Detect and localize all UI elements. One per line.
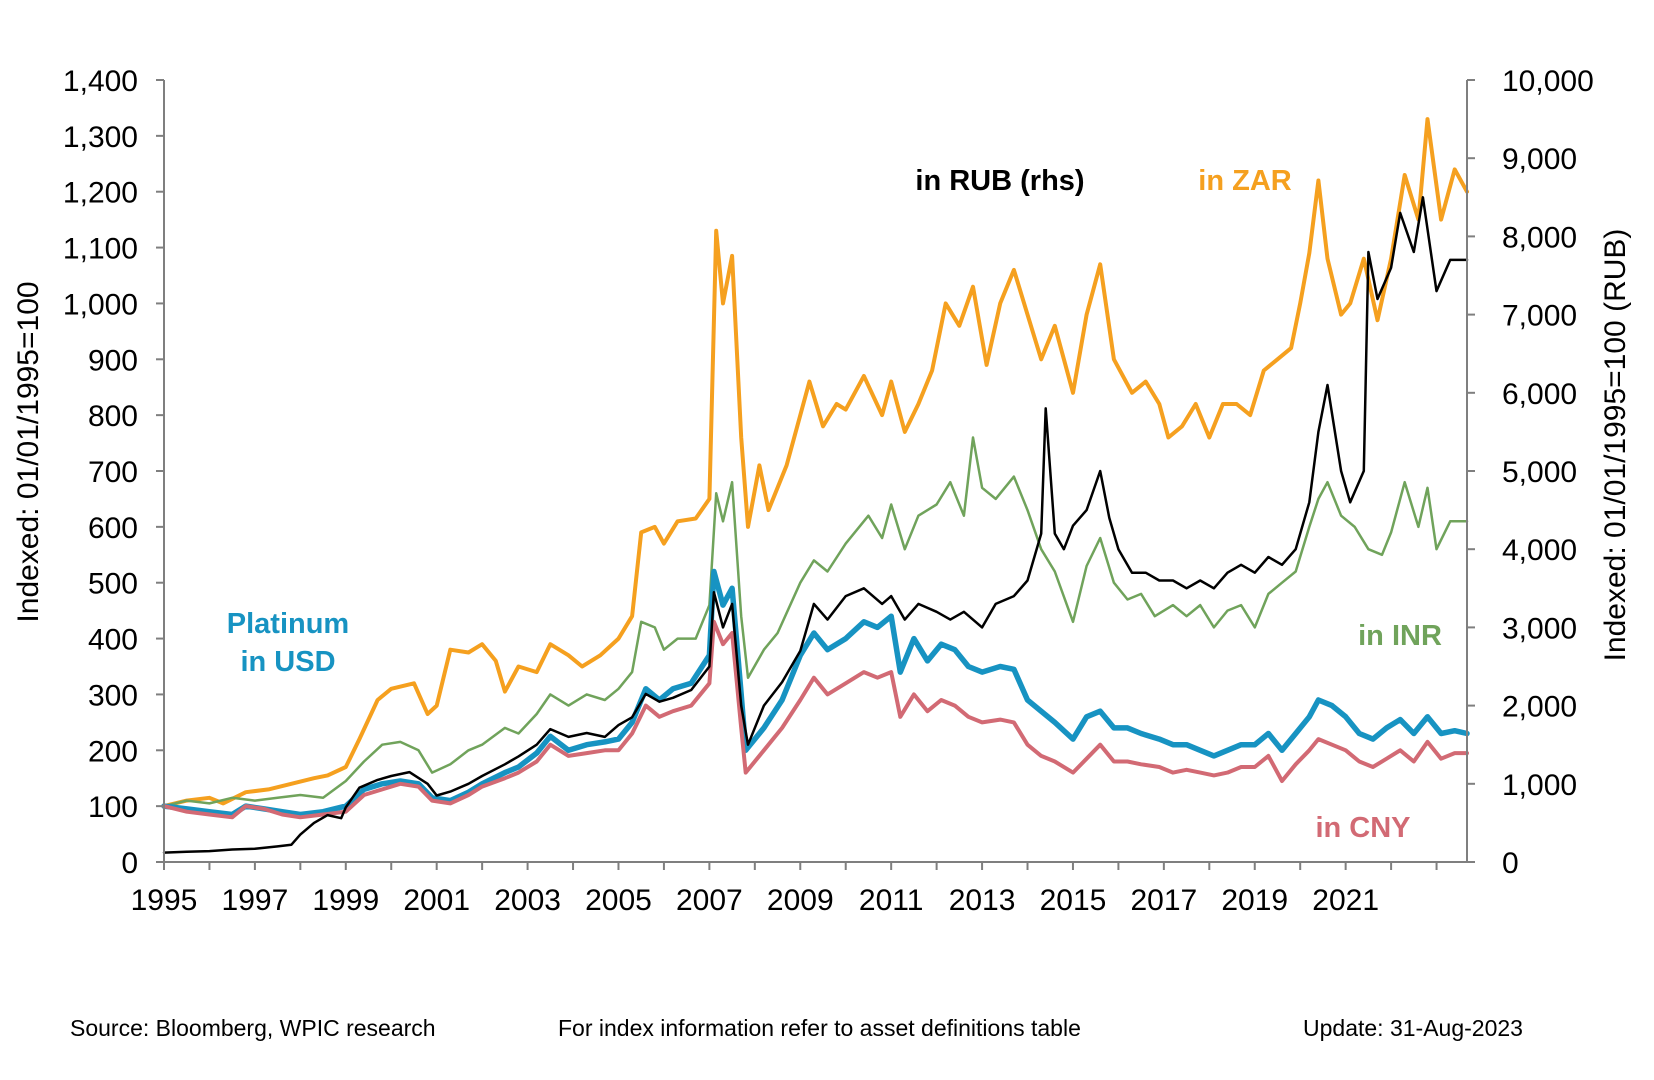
ticks-layer: 0 100 200 300 400 500 600 700 800 900 1,000 1,100 1,…	[63, 65, 1594, 917]
y-right-tick-label: 4,000	[1502, 534, 1577, 567]
y-left-tick-label: 1,200	[63, 177, 138, 210]
x-tick-label: 2005	[585, 884, 652, 917]
axes-layer	[163, 80, 1468, 863]
x-tick-label: 2011	[859, 884, 924, 917]
y-left-tick-label: 900	[88, 344, 138, 377]
x-tick-label: 2017	[1130, 884, 1197, 917]
series-line-in-rub-rhs	[162, 196, 1469, 854]
y-right-tick-label: 3,000	[1502, 612, 1577, 645]
y-right-tick-label: 9,000	[1502, 143, 1577, 176]
series-line-platinum-in-usd	[161, 568, 1470, 818]
y-right-tick-label: 0	[1502, 847, 1519, 880]
series-label-inr: in INR	[1358, 620, 1442, 652]
footer-source: Source: Bloomberg, WPIC research	[70, 1015, 436, 1041]
y-left-tick-label: 500	[88, 568, 138, 601]
x-tick-label: 1999	[312, 884, 379, 917]
x-tick-label: 1997	[222, 884, 289, 917]
y-right-tick-label: 10,000	[1502, 65, 1594, 98]
y-left-tick-label: 100	[88, 791, 138, 824]
series-line-in-cny	[162, 619, 1469, 820]
series-line-in-inr	[162, 436, 1469, 808]
x-tick-label: 1995	[131, 884, 198, 917]
series-layer	[161, 117, 1470, 854]
y-left-tick-label: 700	[88, 456, 138, 489]
footer-note: For index information refer to asset def…	[558, 1015, 1081, 1041]
y-axis-right-title: Indexed: 01/01/1995=100 (RUB)	[1599, 229, 1632, 662]
x-tick-label: 2015	[1040, 884, 1107, 917]
y-left-tick-label: 0	[121, 847, 138, 880]
y-right-tick-label: 1,000	[1502, 769, 1577, 802]
series-line-in-zar	[162, 117, 1469, 809]
platinum-price-index-chart: 0 100 200 300 400 500 600 700 800 900 1,000 1,100 1,…	[12, 65, 1632, 917]
footer-update: Update: 31-Aug-2023	[1303, 1015, 1523, 1041]
y-left-tick-label: 400	[88, 624, 138, 657]
series-label-cny: in CNY	[1315, 812, 1410, 844]
y-right-tick-label: 7,000	[1502, 300, 1577, 333]
x-tick-label: 2003	[494, 884, 561, 917]
y-left-tick-label: 800	[88, 400, 138, 433]
x-tick-label: 2009	[767, 884, 834, 917]
x-tick-label: 2001	[403, 884, 470, 917]
series-label-zar: in ZAR	[1198, 165, 1291, 197]
y-left-tick-label: 300	[88, 679, 138, 712]
y-right-tick-label: 6,000	[1502, 378, 1577, 411]
y-right-tick-label: 5,000	[1502, 456, 1577, 489]
series-label-usd: Platinum in USD	[227, 608, 349, 678]
y-right-tick-label: 8,000	[1502, 221, 1577, 254]
x-tick-label: 2019	[1221, 884, 1288, 917]
y-left-tick-label: 200	[88, 735, 138, 768]
y-left-tick-label: 600	[88, 512, 138, 545]
y-left-tick-label: 1,400	[63, 65, 138, 98]
y-left-tick-label: 1,300	[63, 121, 138, 154]
x-tick-label: 2021	[1312, 884, 1379, 917]
y-right-tick-label: 2,000	[1502, 691, 1577, 724]
x-tick-label: 2013	[949, 884, 1016, 917]
x-tick-label: 2007	[676, 884, 743, 917]
series-label-rub: in RUB (rhs)	[915, 165, 1084, 197]
y-axis-left-title: Indexed: 01/01/1995=100	[12, 281, 45, 622]
series-labels: in RUB (rhs) in ZAR Platinum in USD in INR in…	[227, 165, 1442, 844]
y-left-tick-label: 1,100	[63, 233, 138, 266]
y-left-tick-label: 1,000	[63, 288, 138, 321]
